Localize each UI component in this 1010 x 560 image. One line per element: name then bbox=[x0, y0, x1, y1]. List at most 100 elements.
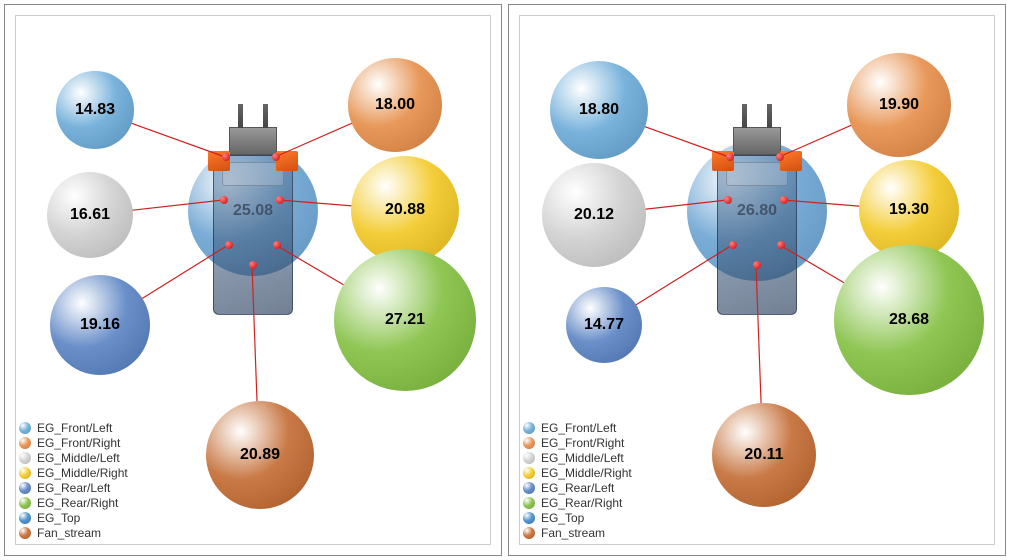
legend-row: EG_Rear/Left bbox=[523, 481, 632, 495]
sphere-label: 20.89 bbox=[240, 446, 280, 464]
sensor-dot-icon bbox=[729, 241, 737, 249]
sphere-label: 14.83 bbox=[75, 101, 115, 119]
legend-row: EG_Front/Right bbox=[19, 436, 128, 450]
sphere-label: 18.80 bbox=[579, 101, 619, 119]
legend-row: EG_Top bbox=[19, 511, 128, 525]
legend-swatch-icon bbox=[19, 527, 31, 539]
legend-label: EG_Rear/Right bbox=[541, 496, 622, 510]
sphere-label: 28.68 bbox=[889, 311, 929, 329]
legend-row: EG_Front/Left bbox=[19, 421, 128, 435]
sensor-dot-icon bbox=[272, 153, 280, 161]
sphere-rear-right: 28.68 bbox=[834, 245, 983, 394]
legend: EG_Front/LeftEG_Front/RightEG_Middle/Lef… bbox=[19, 420, 128, 541]
legend-row: EG_Rear/Left bbox=[19, 481, 128, 495]
sphere-label: 20.11 bbox=[744, 446, 783, 464]
sensor-dot-icon bbox=[222, 153, 230, 161]
legend-label: EG_Rear/Right bbox=[37, 496, 118, 510]
sphere-label: 19.90 bbox=[879, 96, 919, 114]
legend: EG_Front/LeftEG_Front/RightEG_Middle/Lef… bbox=[523, 420, 632, 541]
sensor-dot-icon bbox=[780, 196, 788, 204]
sensor-dot-icon bbox=[724, 196, 732, 204]
sphere-front-left: 18.80 bbox=[550, 61, 648, 159]
sensor-dot-icon bbox=[220, 196, 228, 204]
device-body-icon bbox=[213, 155, 293, 315]
panel-left: 14.8318.0016.6120.8819.1627.2125.0820.89… bbox=[4, 4, 502, 556]
legend-swatch-icon bbox=[523, 437, 535, 449]
sphere-middle-right: 20.88 bbox=[351, 156, 460, 265]
device-body-icon bbox=[717, 155, 797, 315]
legend-swatch-icon bbox=[19, 497, 31, 509]
sphere-rear-left: 14.77 bbox=[566, 287, 643, 364]
legend-label: Fan_stream bbox=[37, 526, 101, 540]
sphere-front-right: 18.00 bbox=[348, 58, 442, 152]
sensor-dot-icon bbox=[276, 196, 284, 204]
sphere-label: 20.88 bbox=[385, 201, 425, 219]
legend-row: EG_Top bbox=[523, 511, 632, 525]
legend-row: EG_Rear/Right bbox=[19, 496, 128, 510]
sensor-dot-icon bbox=[726, 153, 734, 161]
legend-row: EG_Middle/Left bbox=[19, 451, 128, 465]
legend-row: Fan_stream bbox=[19, 526, 128, 540]
legend-row: EG_Middle/Right bbox=[19, 466, 128, 480]
legend-label: EG_Middle/Right bbox=[541, 466, 632, 480]
legend-swatch-icon bbox=[523, 467, 535, 479]
sphere-label: 18.00 bbox=[375, 96, 415, 114]
sphere-label: 19.16 bbox=[80, 316, 120, 334]
legend-swatch-icon bbox=[19, 467, 31, 479]
sphere-rear-right: 27.21 bbox=[334, 249, 475, 390]
legend-row: EG_Front/Left bbox=[523, 421, 632, 435]
legend-swatch-icon bbox=[523, 482, 535, 494]
sphere-fan-stream: 20.89 bbox=[206, 401, 315, 510]
sphere-label: 14.77 bbox=[584, 316, 624, 334]
sensor-dot-icon bbox=[753, 261, 761, 269]
legend-swatch-icon bbox=[523, 422, 535, 434]
sensor-dot-icon bbox=[776, 153, 784, 161]
sensor-dot-icon bbox=[273, 241, 281, 249]
legend-label: EG_Front/Left bbox=[541, 421, 616, 435]
legend-swatch-icon bbox=[523, 452, 535, 464]
device-icon bbox=[717, 155, 797, 315]
legend-swatch-icon bbox=[19, 512, 31, 524]
legend-row: EG_Middle/Right bbox=[523, 466, 632, 480]
antenna-icon bbox=[263, 104, 268, 128]
legend-label: EG_Front/Left bbox=[37, 421, 112, 435]
sphere-label: 27.21 bbox=[385, 311, 425, 329]
legend-row: Fan_stream bbox=[523, 526, 632, 540]
sphere-label: 19.30 bbox=[889, 201, 929, 219]
sphere-rear-left: 19.16 bbox=[50, 275, 150, 375]
legend-swatch-icon bbox=[19, 437, 31, 449]
legend-swatch-icon bbox=[19, 482, 31, 494]
legend-row: EG_Rear/Right bbox=[523, 496, 632, 510]
legend-label: EG_Front/Right bbox=[37, 436, 120, 450]
legend-swatch-icon bbox=[19, 452, 31, 464]
sphere-front-right: 19.90 bbox=[847, 53, 950, 156]
sphere-middle-left: 16.61 bbox=[47, 172, 133, 258]
legend-swatch-icon bbox=[19, 422, 31, 434]
panel-right: 18.8019.9020.1219.3014.7728.6826.8020.11… bbox=[508, 4, 1006, 556]
legend-label: EG_Rear/Left bbox=[37, 481, 110, 495]
device-module-icon bbox=[229, 127, 277, 155]
legend-label: EG_Front/Right bbox=[541, 436, 624, 450]
legend-label: EG_Middle/Right bbox=[37, 466, 128, 480]
device-icon bbox=[213, 155, 293, 315]
sensor-dot-icon bbox=[249, 261, 257, 269]
legend-row: EG_Middle/Left bbox=[523, 451, 632, 465]
sphere-middle-left: 20.12 bbox=[542, 163, 647, 268]
antenna-icon bbox=[742, 104, 747, 128]
legend-label: Fan_stream bbox=[541, 526, 605, 540]
legend-swatch-icon bbox=[523, 512, 535, 524]
sensor-dot-icon bbox=[777, 241, 785, 249]
sphere-fan-stream: 20.11 bbox=[712, 403, 817, 508]
sphere-label: 20.12 bbox=[574, 206, 614, 224]
sphere-front-left: 14.83 bbox=[56, 71, 133, 148]
legend-label: EG_Top bbox=[37, 511, 80, 525]
sensor-dot-icon bbox=[225, 241, 233, 249]
device-module-icon bbox=[733, 127, 781, 155]
legend-label: EG_Rear/Left bbox=[541, 481, 614, 495]
legend-label: EG_Top bbox=[541, 511, 584, 525]
legend-label: EG_Middle/Left bbox=[37, 451, 120, 465]
antenna-icon bbox=[238, 104, 243, 128]
legend-row: EG_Front/Right bbox=[523, 436, 632, 450]
legend-label: EG_Middle/Left bbox=[541, 451, 624, 465]
legend-swatch-icon bbox=[523, 527, 535, 539]
